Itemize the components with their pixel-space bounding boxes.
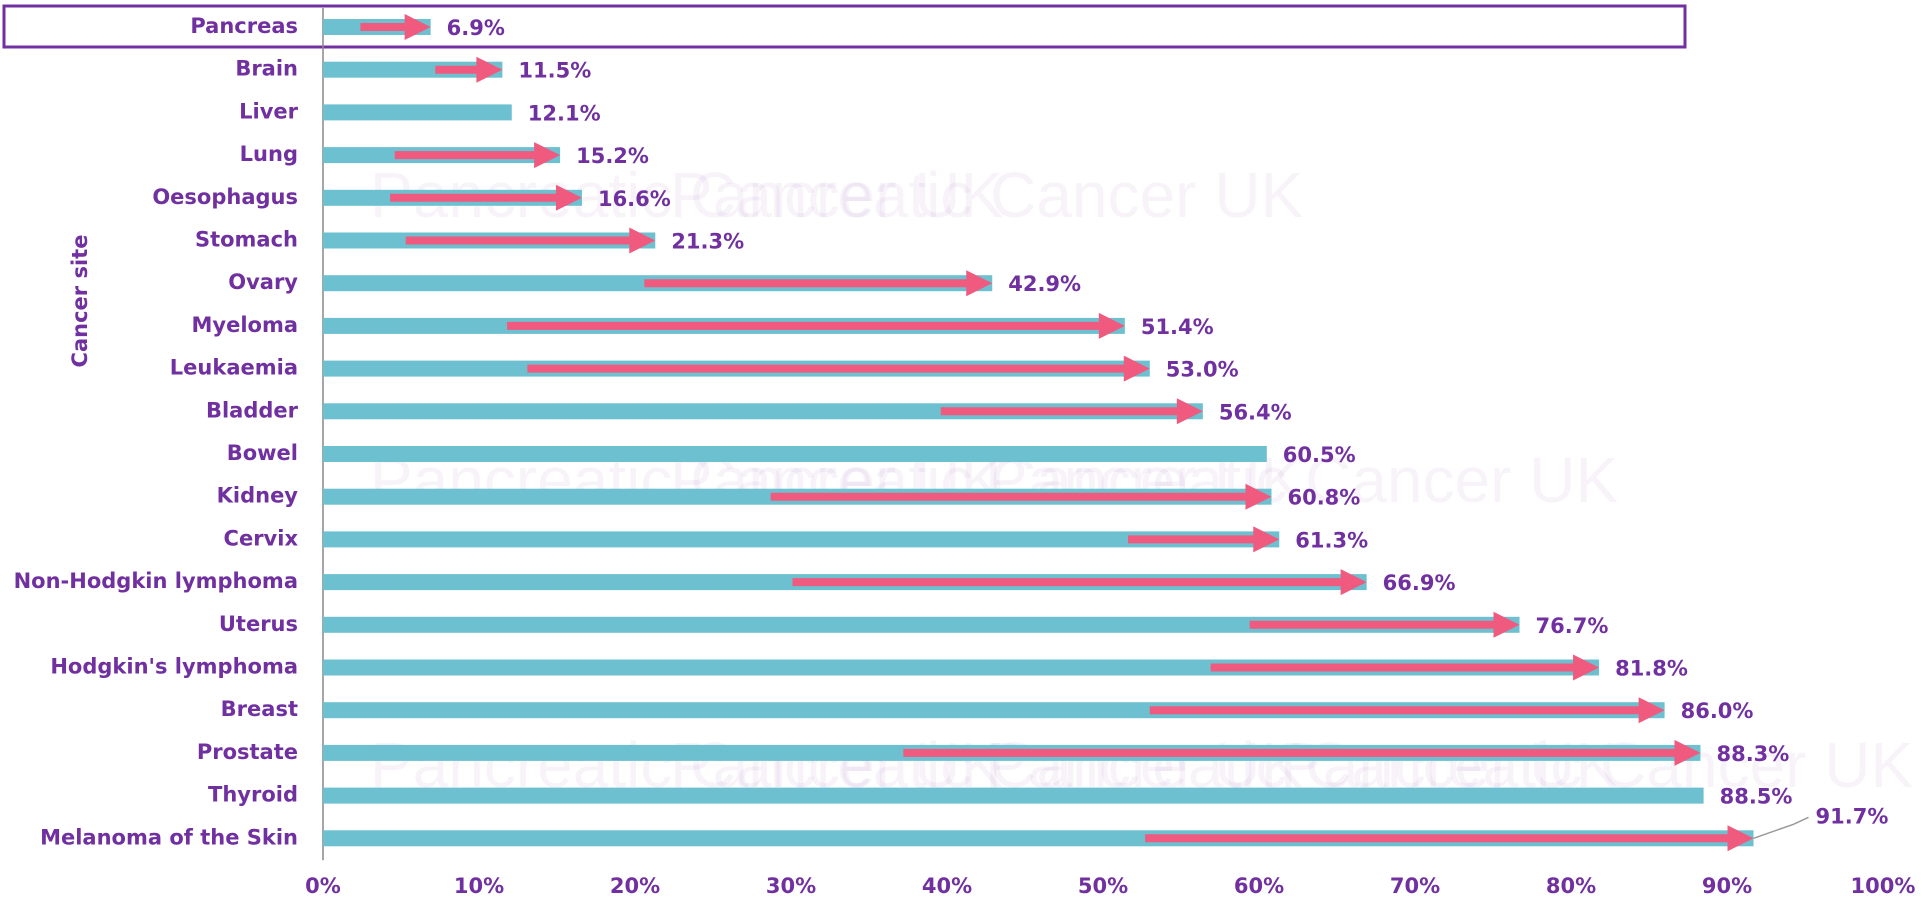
value-label: 76.7% bbox=[1536, 614, 1609, 638]
value-label: 60.8% bbox=[1287, 486, 1360, 510]
value-label: 15.2% bbox=[576, 144, 649, 168]
arrow bbox=[360, 14, 431, 40]
value-label: 86.0% bbox=[1681, 699, 1754, 723]
arrow bbox=[770, 483, 1272, 510]
category-label: Breast bbox=[221, 697, 298, 721]
value-label: 88.3% bbox=[1716, 742, 1789, 766]
category-label: Bowel bbox=[227, 441, 298, 465]
bar bbox=[323, 104, 512, 121]
arrow bbox=[507, 312, 1125, 339]
arrow bbox=[903, 739, 1701, 766]
y-axis-label: Cancer site bbox=[68, 235, 92, 368]
category-label: Uterus bbox=[219, 612, 298, 636]
arrow bbox=[1210, 654, 1600, 681]
arrow bbox=[390, 184, 582, 211]
value-label: 51.4% bbox=[1141, 315, 1214, 339]
category-label: Prostate bbox=[197, 740, 298, 764]
category-label: Ovary bbox=[228, 270, 298, 294]
category-label: Brain bbox=[235, 57, 298, 81]
value-label: 42.9% bbox=[1008, 272, 1081, 296]
category-label: Non-Hodgkin lymphoma bbox=[14, 569, 298, 593]
category-label: Cervix bbox=[224, 526, 299, 550]
arrow bbox=[1127, 526, 1280, 553]
arrow bbox=[394, 142, 561, 169]
arrow bbox=[792, 569, 1367, 596]
value-label: 91.7% bbox=[1816, 804, 1889, 828]
x-tick-label: 70% bbox=[1390, 874, 1440, 898]
highlight-box bbox=[2, 4, 1687, 49]
watermark: Pancreatic Cancer UK bbox=[670, 159, 1303, 231]
arrow bbox=[1149, 697, 1665, 724]
category-label: Oesophagus bbox=[152, 185, 298, 209]
x-tick-label: 30% bbox=[766, 874, 816, 898]
x-tick-label: 90% bbox=[1702, 874, 1752, 898]
category-label: Hodgkin's lymphoma bbox=[50, 655, 298, 679]
x-tick-label: 20% bbox=[610, 874, 660, 898]
category-label: Lung bbox=[240, 142, 298, 166]
value-label: 11.5% bbox=[518, 59, 591, 83]
category-label: Myeloma bbox=[191, 313, 298, 337]
value-label: 53.0% bbox=[1166, 358, 1239, 382]
leader-line bbox=[1753, 816, 1809, 840]
x-tick-label: 50% bbox=[1078, 874, 1128, 898]
x-tick-label: 80% bbox=[1546, 874, 1596, 898]
value-label: 16.6% bbox=[598, 187, 671, 211]
bar bbox=[323, 616, 1520, 633]
x-tick-label: 40% bbox=[922, 874, 972, 898]
value-label: 21.3% bbox=[671, 230, 744, 254]
value-label: 6.9% bbox=[447, 16, 505, 40]
bar bbox=[323, 531, 1280, 548]
value-label: 56.4% bbox=[1219, 400, 1292, 424]
x-tick-label: 100% bbox=[1851, 874, 1916, 898]
arrow bbox=[435, 56, 503, 83]
arrow bbox=[405, 227, 656, 254]
arrow bbox=[1249, 611, 1520, 638]
arrow bbox=[527, 355, 1150, 382]
value-label: 81.8% bbox=[1615, 657, 1688, 681]
value-label: 12.1% bbox=[528, 101, 601, 125]
category-label: Pancreas bbox=[190, 14, 298, 38]
x-tick-label: 0% bbox=[305, 874, 341, 898]
category-label: Stomach bbox=[195, 228, 298, 252]
arrow bbox=[644, 270, 993, 297]
bar bbox=[323, 446, 1267, 462]
category-label: Bladder bbox=[206, 398, 299, 422]
category-label: Liver bbox=[239, 99, 299, 123]
value-label: 66.9% bbox=[1383, 571, 1456, 595]
arrow bbox=[1145, 825, 1754, 852]
arrow bbox=[940, 398, 1203, 425]
x-tick-label: 60% bbox=[1234, 874, 1284, 898]
category-label: Melanoma of the Skin bbox=[40, 825, 298, 849]
category-label: Leukaemia bbox=[170, 356, 298, 380]
value-label: 61.3% bbox=[1295, 528, 1368, 552]
category-label: Kidney bbox=[217, 484, 299, 508]
bar bbox=[323, 787, 1704, 804]
x-tick-label: 10% bbox=[454, 874, 504, 898]
value-label: 60.5% bbox=[1283, 443, 1356, 467]
category-label: Thyroid bbox=[208, 783, 298, 807]
value-label: 88.5% bbox=[1720, 785, 1793, 809]
